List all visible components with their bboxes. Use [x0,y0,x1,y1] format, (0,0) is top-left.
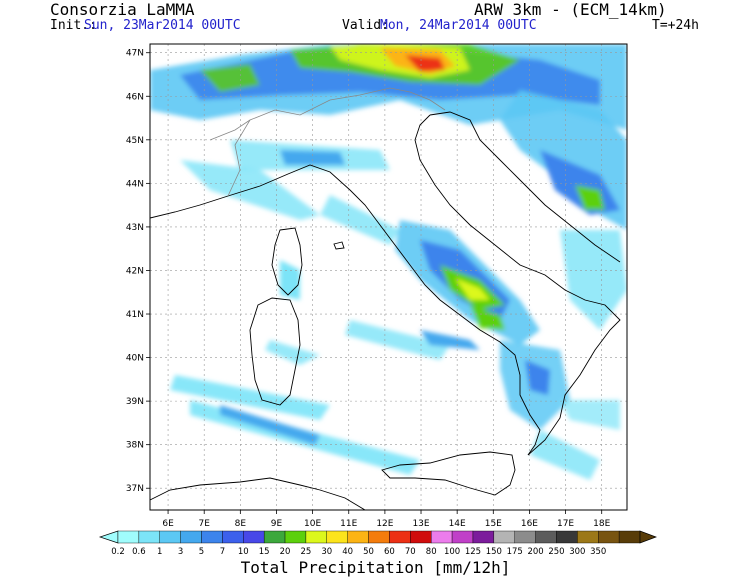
valid-label: Valid: [342,18,389,33]
colorbar-label: 60 [384,547,395,557]
colorbar-swatch [180,530,202,544]
lon-tick-label: 7E [198,519,210,529]
map-frame [149,43,628,511]
longitude-labels: 6E 7E 8E 9E 10E 11E 12E 13E 14E 15E 16E 17E 18E [162,510,611,529]
lon-tick-label: 10E [304,519,321,529]
colorbar-swatch [138,530,160,544]
valid-date: Mon, 24Mar2014 00UTC [380,18,537,33]
lon-tick-label: 17E [557,519,574,529]
colorbar-swatch [598,530,620,544]
colorbar-swatch [284,530,307,544]
colorbar-label: 0.2 [111,547,125,557]
colorbar-label: 40 [342,547,353,557]
colorbar: 0.2 0.6 1 3 5 7 10 15 20 25 30 40 50 60 70 80 100 125 150 1… [98,530,657,557]
colorbar-label: 300 [569,547,585,557]
lat-tick-label: 47N [126,49,144,59]
lon-tick-label: 12E [376,519,393,529]
organization-title: Consorzia LaMMA [50,0,195,19]
colorbar-swatch [305,530,328,544]
colorbar-label: 70 [405,547,416,557]
colorbar-swatch [618,530,641,544]
lon-tick-label: 11E [340,519,357,529]
colorbar-swatch [201,530,223,544]
colorbar-swatch [222,530,244,544]
colorbar-label: 20 [280,547,291,557]
country-borders [209,87,446,197]
lat-tick-label: 41N [126,310,144,320]
colorbar-label: 15 [259,547,270,557]
colorbar-label: 50 [363,547,374,557]
lat-tick-label: 38N [126,441,144,451]
colorbar-swatch [493,530,515,544]
colorbar-swatch [347,530,369,544]
lat-tick-label: 40N [126,354,144,364]
colorbar-label: 25 [301,547,312,557]
colorbar-label: 350 [590,547,606,557]
colorbar-label: 100 [444,547,460,557]
colorbar-label: 10 [238,547,249,557]
lon-tick-label: 8E [235,519,247,529]
lat-tick-label: 37N [126,484,144,494]
colorbar-max-arrow [639,530,657,544]
colorbar-swatch [389,530,411,544]
colorbar-swatch [514,530,536,544]
colorbar-swatch [556,530,578,544]
lon-tick-label: 14E [449,519,466,529]
colorbar-unit-label: Total Precipitation [mm/12h] [240,558,511,577]
lon-tick-label: 6E [162,519,174,529]
colorbar-label: 5 [199,547,204,557]
colorbar-label: 3 [178,547,183,557]
lat-tick-label: 44N [126,179,144,189]
latitude-labels: 47N 46N 45N 44N 43N 42N 41N 40N 39N 38N 37N [126,49,150,494]
colorbar-min-arrow [98,530,119,544]
colorbar-swatch [472,530,495,544]
lat-tick-label: 42N [126,266,144,276]
colorbar-label: 125 [465,547,481,557]
colorbar-label: 7 [220,547,225,557]
colorbar-label: 1 [157,547,162,557]
colorbar-swatch [368,530,390,544]
lat-tick-label: 45N [126,136,144,146]
colorbar-swatch [410,530,432,544]
lon-tick-label: 18E [593,519,610,529]
colorbar-swatch [431,530,453,544]
lon-tick-label: 13E [412,519,429,529]
colorbar-label: 30 [321,547,332,557]
colorbar-label: 250 [548,547,564,557]
colorbar-swatch [159,530,181,544]
precipitation-field [150,44,627,480]
lat-tick-label: 43N [126,223,144,233]
colorbar-label: 200 [527,547,543,557]
model-title: ARW 3km - (ECM_14km) [474,0,667,19]
lon-tick-label: 15E [485,519,502,529]
coastline [150,111,621,510]
colorbar-label: 0.6 [132,547,146,557]
colorbar-swatch [243,530,265,544]
colorbar-swatch [577,530,599,544]
forecast-hour: T=+24h [652,18,699,33]
colorbar-swatch [451,530,474,544]
colorbar-swatch [535,530,557,544]
lon-tick-label: 9E [271,519,283,529]
lat-tick-label: 39N [126,397,144,407]
lat-tick-label: 46N [126,92,144,102]
lon-tick-label: 16E [521,519,538,529]
colorbar-swatch [117,530,140,544]
colorbar-swatch [326,530,348,544]
colorbar-swatch [263,530,286,544]
colorbar-label: 175 [507,547,523,557]
colorbar-label: 150 [486,547,502,557]
init-label: Init.: [50,18,97,33]
init-date: Sun, 23Mar2014 00UTC [84,18,241,33]
colorbar-label: 80 [426,547,437,557]
